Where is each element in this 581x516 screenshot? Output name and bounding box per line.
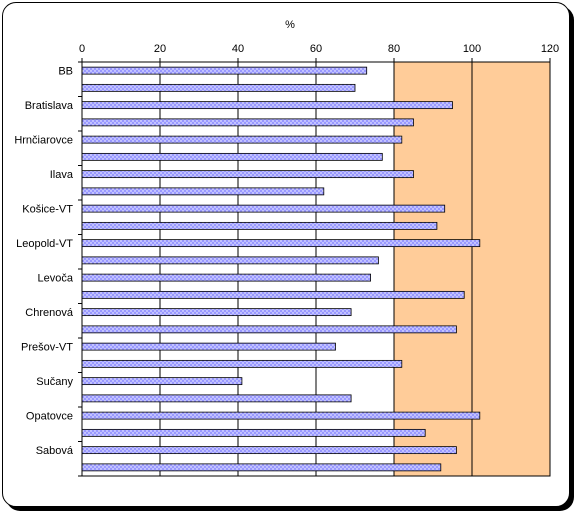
y-tick-label: Opatovce [26, 411, 73, 423]
bar [81, 342, 336, 351]
bar [81, 83, 356, 92]
bar [81, 325, 457, 334]
bar [81, 135, 403, 144]
x-tick-label: 60 [310, 43, 322, 55]
bar [81, 187, 325, 196]
x-tick-label: 100 [463, 43, 481, 55]
bar [81, 377, 243, 386]
bar [81, 446, 457, 455]
y-tick-label: Hrnčiarovce [14, 135, 73, 147]
x-tick-label: 20 [154, 43, 166, 55]
y-tick-label: Sučany [36, 376, 73, 388]
bar [81, 118, 414, 127]
y-tick-label: Ilava [50, 169, 74, 181]
bar [81, 290, 465, 299]
y-tick-label: Sabová [36, 445, 74, 457]
bar [81, 411, 481, 420]
y-tick-label: Chrenová [25, 307, 74, 319]
bar [81, 428, 426, 437]
bar [81, 152, 383, 161]
y-tick-label: Košice-VT [22, 204, 73, 216]
bar [81, 359, 403, 368]
y-tick-label: Levoča [38, 273, 74, 285]
bar [81, 239, 481, 248]
bar [81, 221, 438, 230]
bar [81, 204, 446, 213]
y-tick-label: BB [58, 66, 73, 78]
y-tick-label: Bratislava [25, 100, 74, 112]
bar [81, 101, 453, 110]
x-tick-label: 80 [388, 43, 400, 55]
bar [81, 256, 379, 265]
y-tick-label: Prešov-VT [21, 342, 73, 354]
bar [81, 394, 352, 403]
x-axis-title: % [285, 19, 295, 31]
bar [81, 170, 414, 179]
y-tick-label: Leopold-VT [16, 238, 73, 250]
bar [81, 308, 352, 317]
x-tick-label: 40 [232, 43, 244, 55]
bar [81, 66, 368, 75]
bar [81, 273, 372, 282]
x-tick-label: 0 [79, 43, 85, 55]
bar [81, 463, 442, 472]
x-tick-label: 120 [541, 43, 559, 55]
